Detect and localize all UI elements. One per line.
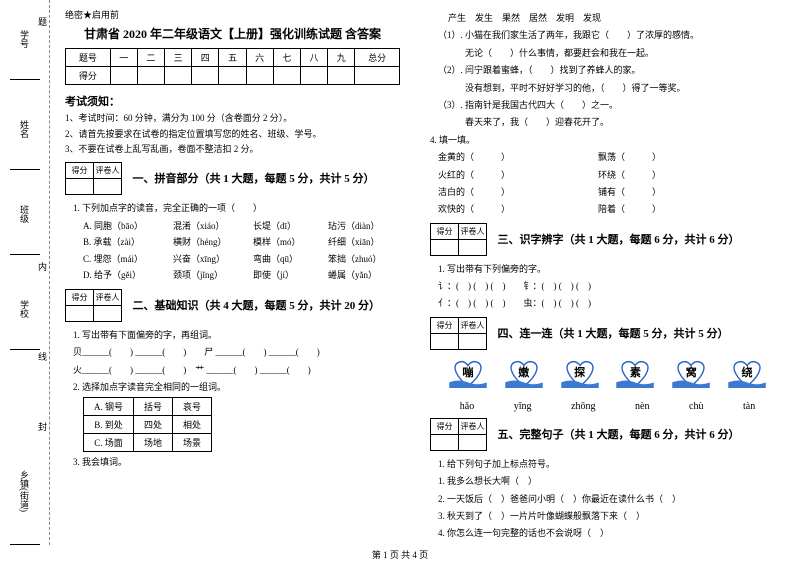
- notice-item: 1、考试时间：60 分钟，满分为 100 分（含卷面分 2 分）。: [65, 112, 400, 125]
- punct-item: 3. 秋天到了（ ）一片片叶像蝴蝶般飘落下来（ ）: [438, 509, 785, 523]
- q5-1: 1. 给下列句子加上标点符号。: [438, 457, 785, 471]
- margin-box: [10, 520, 40, 545]
- heart-icon: 嘣: [448, 358, 488, 393]
- pinyin-row: hǎo yīng zhōng nèn chù tàn: [440, 401, 775, 412]
- marker-table: 得分评卷人: [430, 223, 487, 256]
- th: 二: [137, 49, 164, 67]
- pinyin: hǎo: [460, 401, 474, 412]
- th: 总分: [355, 49, 400, 67]
- th: 五: [219, 49, 246, 67]
- margin-char: 线: [38, 350, 47, 363]
- opt-a: A. 同胞（bāo）混淆（xiáo）长堤（dī）玷污（diàn）: [83, 218, 400, 234]
- word-bank: 产生 发生 果然 居然 发明 发现: [448, 11, 785, 25]
- marker-table: 得分评卷人: [430, 317, 487, 350]
- q1: 1. 下列加点字的读音，完全正确的一项（ ）: [73, 201, 400, 215]
- q2-3: 3. 我会填词。: [73, 455, 400, 469]
- th: 四: [192, 49, 219, 67]
- section-2-title: 二、基础知识（共 4 大题，每题 5 分，共计 20 分）: [133, 297, 381, 313]
- margin-label-banji: 班级: [18, 205, 31, 223]
- secret-label: 绝密★启用前: [65, 8, 400, 21]
- pinyin: nèn: [635, 401, 649, 412]
- margin-label-xiangzhen: 乡镇(街道): [18, 470, 31, 512]
- section-4-title: 四、连一连（共 1 大题，每题 5 分，共计 5 分）: [498, 325, 729, 341]
- th: 六: [246, 49, 273, 67]
- heart-icon: 嫩: [504, 358, 544, 393]
- th: 三: [165, 49, 192, 67]
- page-footer: 第 1 页 共 4 页: [0, 548, 800, 561]
- heart-icon: 探: [560, 358, 600, 393]
- margin-box: [10, 55, 40, 80]
- marker-table: 得分评卷人: [65, 289, 122, 322]
- fill-line-2: 火______( ) ______( ) 艹 ______( ) ______(…: [73, 363, 400, 377]
- marker-table: 得分评卷人: [65, 162, 122, 195]
- margin-box: [10, 325, 40, 350]
- opt-c: C. 埋怨（mái）兴奋（xīng）弯曲（qū）笨拙（zhuó）: [83, 251, 400, 267]
- radical-line: 亻：( ) ( ) ( ) 虫：( ) ( ) ( ): [438, 296, 785, 310]
- q2-2: 2. 选择加点字读音完全相同的一组词。: [73, 380, 400, 394]
- pinyin: chù: [689, 401, 703, 412]
- pinyin: zhōng: [571, 401, 595, 412]
- section-5-title: 五、完整句子（共 1 大题，每题 6 分，共计 6 分）: [498, 426, 740, 442]
- q3-1: 1. 写出带有下列偏旁的字。: [438, 262, 785, 276]
- margin-label-xuexiao: 学校: [18, 300, 31, 318]
- section-1-title: 一、拼音部分（共 1 大题，每题 5 分，共计 5 分）: [133, 170, 375, 186]
- exam-title: 甘肃省 2020 年二年级语文【上册】强化训练试题 含答案: [65, 25, 400, 42]
- pinyin: tàn: [743, 401, 755, 412]
- punct-item: 4. 你怎么连一句完整的话也不会说呀（ ）: [438, 526, 785, 540]
- q4: 4. 填一填。: [430, 133, 785, 147]
- margin-box: [10, 145, 40, 170]
- heart-icon: 素: [615, 358, 655, 393]
- th: 八: [300, 49, 327, 67]
- fill-item: （1）. 小猫在我们家生活了两年，我跟它（ ）了浓厚的感情。: [438, 28, 785, 42]
- right-column: 产生 发生 果然 居然 发明 发现 （1）. 小猫在我们家生活了两年，我跟它（ …: [415, 0, 800, 545]
- left-column: 绝密★启用前 甘肃省 2020 年二年级语文【上册】强化训练试题 含答案 题号 …: [50, 0, 415, 545]
- margin-label-xuehao: 学号: [18, 30, 31, 48]
- fill-line-1: 贝______( ) ______( ) 尸 ______( ) ______(…: [73, 345, 400, 359]
- opt-d: D. 给予（gěi）颈项（jǐng）即使（jí）蜷属（yǎn）: [83, 267, 400, 283]
- th: 七: [273, 49, 300, 67]
- choice-table: A. 钢号括号哀号 B. 到处四处相处 C. 场面场地场景: [83, 397, 212, 452]
- pair-row: 洁白的（ ）铺有（ ）: [438, 185, 785, 199]
- th: 九: [328, 49, 355, 67]
- notice-item: 3、不要在试卷上乱写乱画，卷面不整洁扣 2 分。: [65, 143, 400, 156]
- pair-row: 金黄的（ ）飘荡（ ）: [438, 150, 785, 164]
- margin-char: 内: [38, 260, 47, 273]
- heart-row: 嘣 嫩 探 素 窝 绕: [440, 358, 775, 393]
- pair-row: 欢快的（ ）陪着（ ）: [438, 202, 785, 216]
- binding-margin: 学号 姓名 班级 学校 乡镇(街道) 内 线 封 题: [0, 0, 50, 545]
- fill-item: 春天来了，我（ ）迎春花开了。: [438, 115, 785, 129]
- punct-item: 2. 一天饭后（ ）爸爸问小明（ ）你最近在读什么书（ ）: [438, 492, 785, 506]
- fill-item: 没有想到，平时不好好学习的他，（ ）得了一等奖。: [438, 81, 785, 95]
- heart-icon: 绕: [727, 358, 767, 393]
- th: 一: [110, 49, 137, 67]
- score-table: 题号 一 二 三 四 五 六 七 八 九 总分 得分: [65, 48, 400, 85]
- opt-b: B. 承载（zài）横财（héng）模样（mó）纤细（xiān）: [83, 234, 400, 250]
- radical-line: 讠：( ) ( ) ( ) 钅：( ) ( ) ( ): [438, 279, 785, 293]
- margin-box: [10, 230, 40, 255]
- margin-char: 题: [38, 15, 47, 28]
- th: 题号: [66, 49, 111, 67]
- q2-1: 1. 写出带有下面偏旁的字，再组词。: [73, 328, 400, 342]
- fill-item: （3）. 指南针是我国古代四大（ ）之一。: [438, 98, 785, 112]
- section-3-title: 三、识字辨字（共 1 大题，每题 6 分，共计 6 分）: [498, 231, 740, 247]
- notice-title: 考试须知：: [65, 93, 400, 109]
- pinyin: yīng: [514, 401, 532, 412]
- margin-char: 封: [38, 420, 47, 433]
- pair-row: 火红的（ ）环绕（ ）: [438, 168, 785, 182]
- fill-item: （2）. 闫宁跟着蜜蜂，（ ）找到了养蜂人的家。: [438, 63, 785, 77]
- td: 得分: [66, 67, 111, 85]
- marker-table: 得分评卷人: [430, 418, 487, 451]
- notice-item: 2、请首先按要求在试卷的指定位置填写您的姓名、班级、学号。: [65, 128, 400, 141]
- punct-item: 1. 我多么想长大啊（ ）: [438, 474, 785, 488]
- fill-item: 无论（ ）什么事情，都要赶会和我在一起。: [438, 46, 785, 60]
- margin-label-xingming: 姓名: [18, 120, 31, 138]
- heart-icon: 窝: [671, 358, 711, 393]
